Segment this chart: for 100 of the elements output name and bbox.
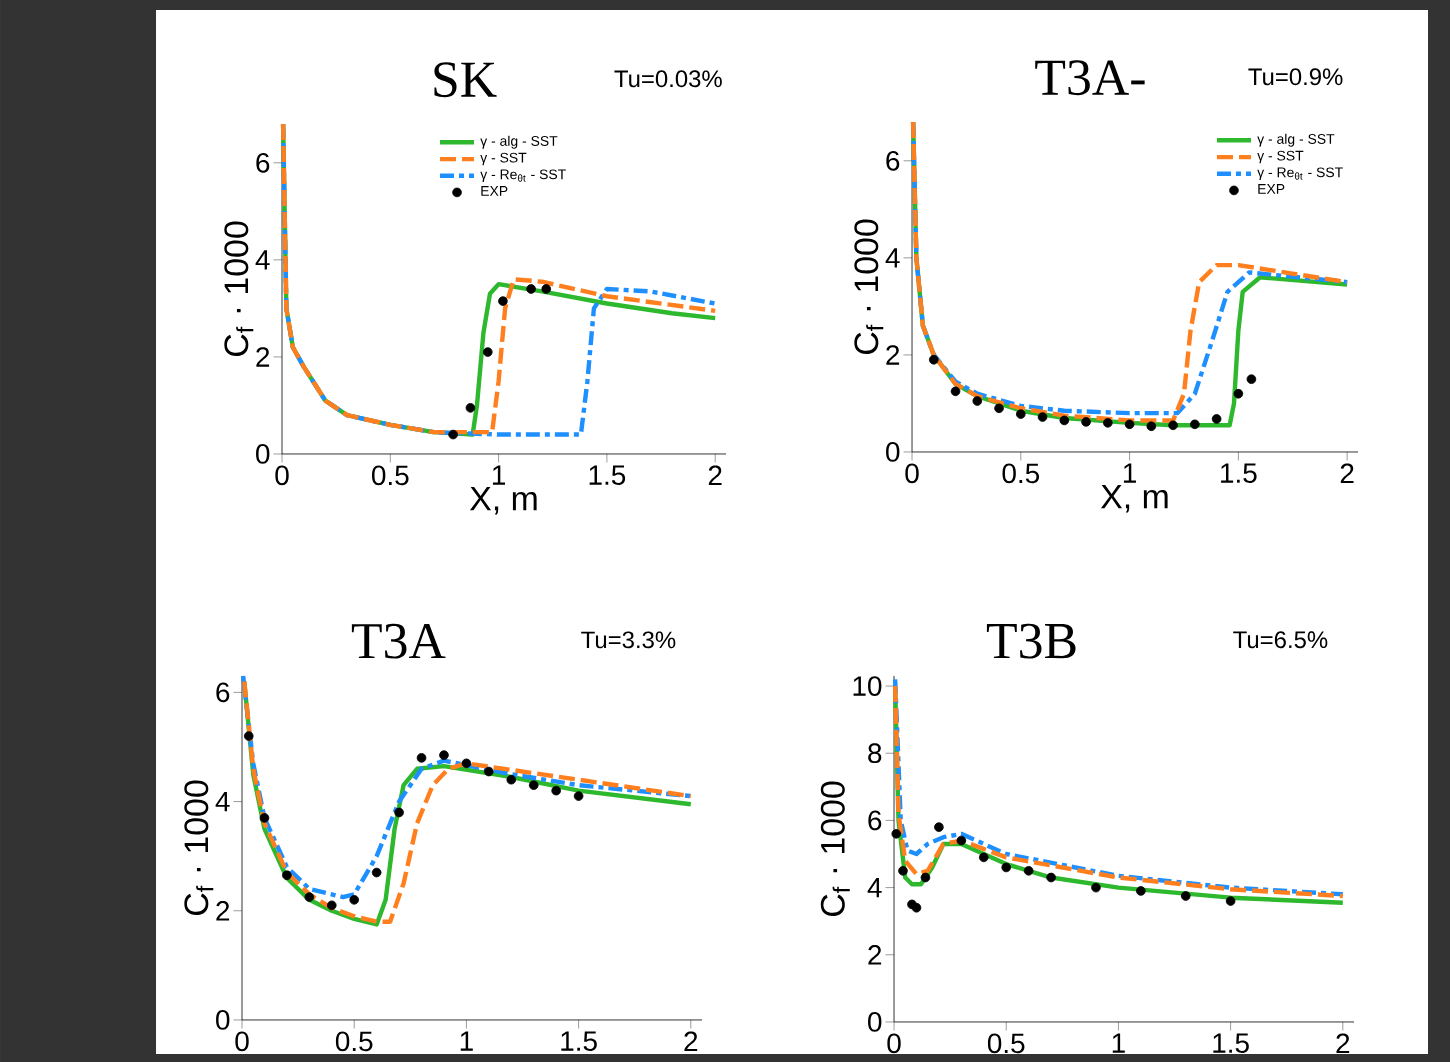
point <box>1091 882 1101 893</box>
point <box>1037 412 1048 422</box>
point <box>950 386 961 397</box>
point <box>1168 420 1178 431</box>
y-tick-label: 10 <box>853 676 882 696</box>
x-tick-label: 0.5 <box>987 1033 1025 1054</box>
x-tick-label: 1 <box>460 1031 473 1051</box>
y-tick-label: 2 <box>256 347 270 367</box>
y-tick-label: 2 <box>868 945 882 965</box>
y-axis-title: C$_{f}$ · 1000 <box>224 221 254 357</box>
point <box>1225 896 1236 906</box>
point <box>541 284 552 294</box>
point <box>1211 414 1222 424</box>
point <box>1001 862 1012 873</box>
x-tick-label: 1 <box>1123 463 1136 483</box>
point <box>911 902 922 913</box>
chart-subtitle: Tu=6.5% <box>1233 631 1328 649</box>
point <box>326 900 337 911</box>
point <box>891 829 902 839</box>
point <box>259 813 270 823</box>
y-axis-title: C$_{f}$ · 1000 <box>854 219 884 355</box>
point <box>1046 872 1056 883</box>
point <box>551 785 561 796</box>
x-axis-title: X, m <box>1100 484 1168 513</box>
y-tick-label: 4 <box>215 791 230 812</box>
point <box>1246 374 1257 384</box>
y-tick-label: 0 <box>886 442 900 462</box>
point <box>1016 409 1026 419</box>
point <box>1081 417 1091 427</box>
y-tick-label: 4 <box>867 878 882 898</box>
chart-title: T3A <box>351 623 446 659</box>
point <box>461 758 472 769</box>
point <box>448 429 458 440</box>
point <box>1146 421 1157 432</box>
point <box>1190 419 1200 430</box>
chart-subtitle: Tu=0.9% <box>1248 68 1343 86</box>
point <box>528 780 539 790</box>
x-tick-label: 1.5 <box>561 1031 597 1051</box>
y-axis-title: C$_{f}$ · 1000 <box>184 780 214 916</box>
x-tick-label: 2 <box>1340 463 1354 483</box>
y-tick-label: 8 <box>868 743 882 764</box>
point <box>439 750 449 760</box>
y-axis-title: C$_{f}$ · 1000 <box>820 781 850 916</box>
y-tick-label: 2 <box>216 901 230 921</box>
x-tick-label: 1.5 <box>1213 1033 1249 1053</box>
point <box>526 284 536 294</box>
chart-title: T3A- <box>1035 60 1145 96</box>
point <box>956 835 967 846</box>
chart-subtitle: Tu=3.3% <box>581 631 676 649</box>
y-tick-label: 6 <box>256 152 270 173</box>
y-tick-label: 6 <box>216 682 230 703</box>
x-tick-label: 1 <box>1112 1033 1125 1053</box>
point <box>498 296 508 306</box>
point <box>371 867 382 878</box>
x-tick-label: 0 <box>235 1031 249 1052</box>
point <box>282 870 292 881</box>
point <box>243 731 254 741</box>
point <box>978 852 989 863</box>
x-tick-label: 2 <box>1336 1033 1350 1053</box>
point <box>1103 418 1113 428</box>
point <box>484 766 494 777</box>
point <box>928 354 939 365</box>
y-tick-label: 6 <box>868 810 882 831</box>
point <box>506 774 517 785</box>
point <box>1124 419 1135 430</box>
x-tick-label: 1 <box>492 465 505 485</box>
y-tick-label: 0 <box>216 1010 230 1030</box>
y-tick-label: 4 <box>255 250 270 270</box>
point <box>394 807 404 818</box>
x-tick-label: 0.5 <box>335 1031 373 1052</box>
x-tick-label: 2 <box>708 465 722 485</box>
x-axis-title: X, m <box>469 486 537 515</box>
point <box>349 895 360 905</box>
point <box>482 347 493 357</box>
point <box>416 753 427 763</box>
x-tick-label: 0.5 <box>1002 463 1040 484</box>
point <box>1233 388 1244 399</box>
y-tick-label: 6 <box>886 150 900 171</box>
chart-subtitle: Tu=0.03% <box>614 70 722 88</box>
x-tick-label: 2 <box>684 1031 698 1051</box>
x-tick-label: 1.5 <box>1221 463 1257 483</box>
point <box>934 822 944 832</box>
y-tick-label: 0 <box>256 444 270 464</box>
point <box>1059 415 1070 426</box>
point <box>1180 891 1191 901</box>
y-tick-label: 0 <box>868 1012 882 1032</box>
point <box>573 791 584 801</box>
point <box>920 872 931 883</box>
chart-title: T3B <box>986 623 1076 659</box>
point <box>898 866 908 876</box>
x-tick-label: 0.5 <box>372 465 409 486</box>
x-tick-label: 1.5 <box>589 465 626 485</box>
chart-title: SK <box>434 62 497 98</box>
point <box>465 403 476 413</box>
y-tick-label: 4 <box>885 248 900 268</box>
point <box>1136 886 1146 896</box>
x-tick-label: 0 <box>905 463 919 484</box>
point <box>972 396 983 406</box>
point <box>304 892 315 902</box>
point <box>1023 866 1034 876</box>
